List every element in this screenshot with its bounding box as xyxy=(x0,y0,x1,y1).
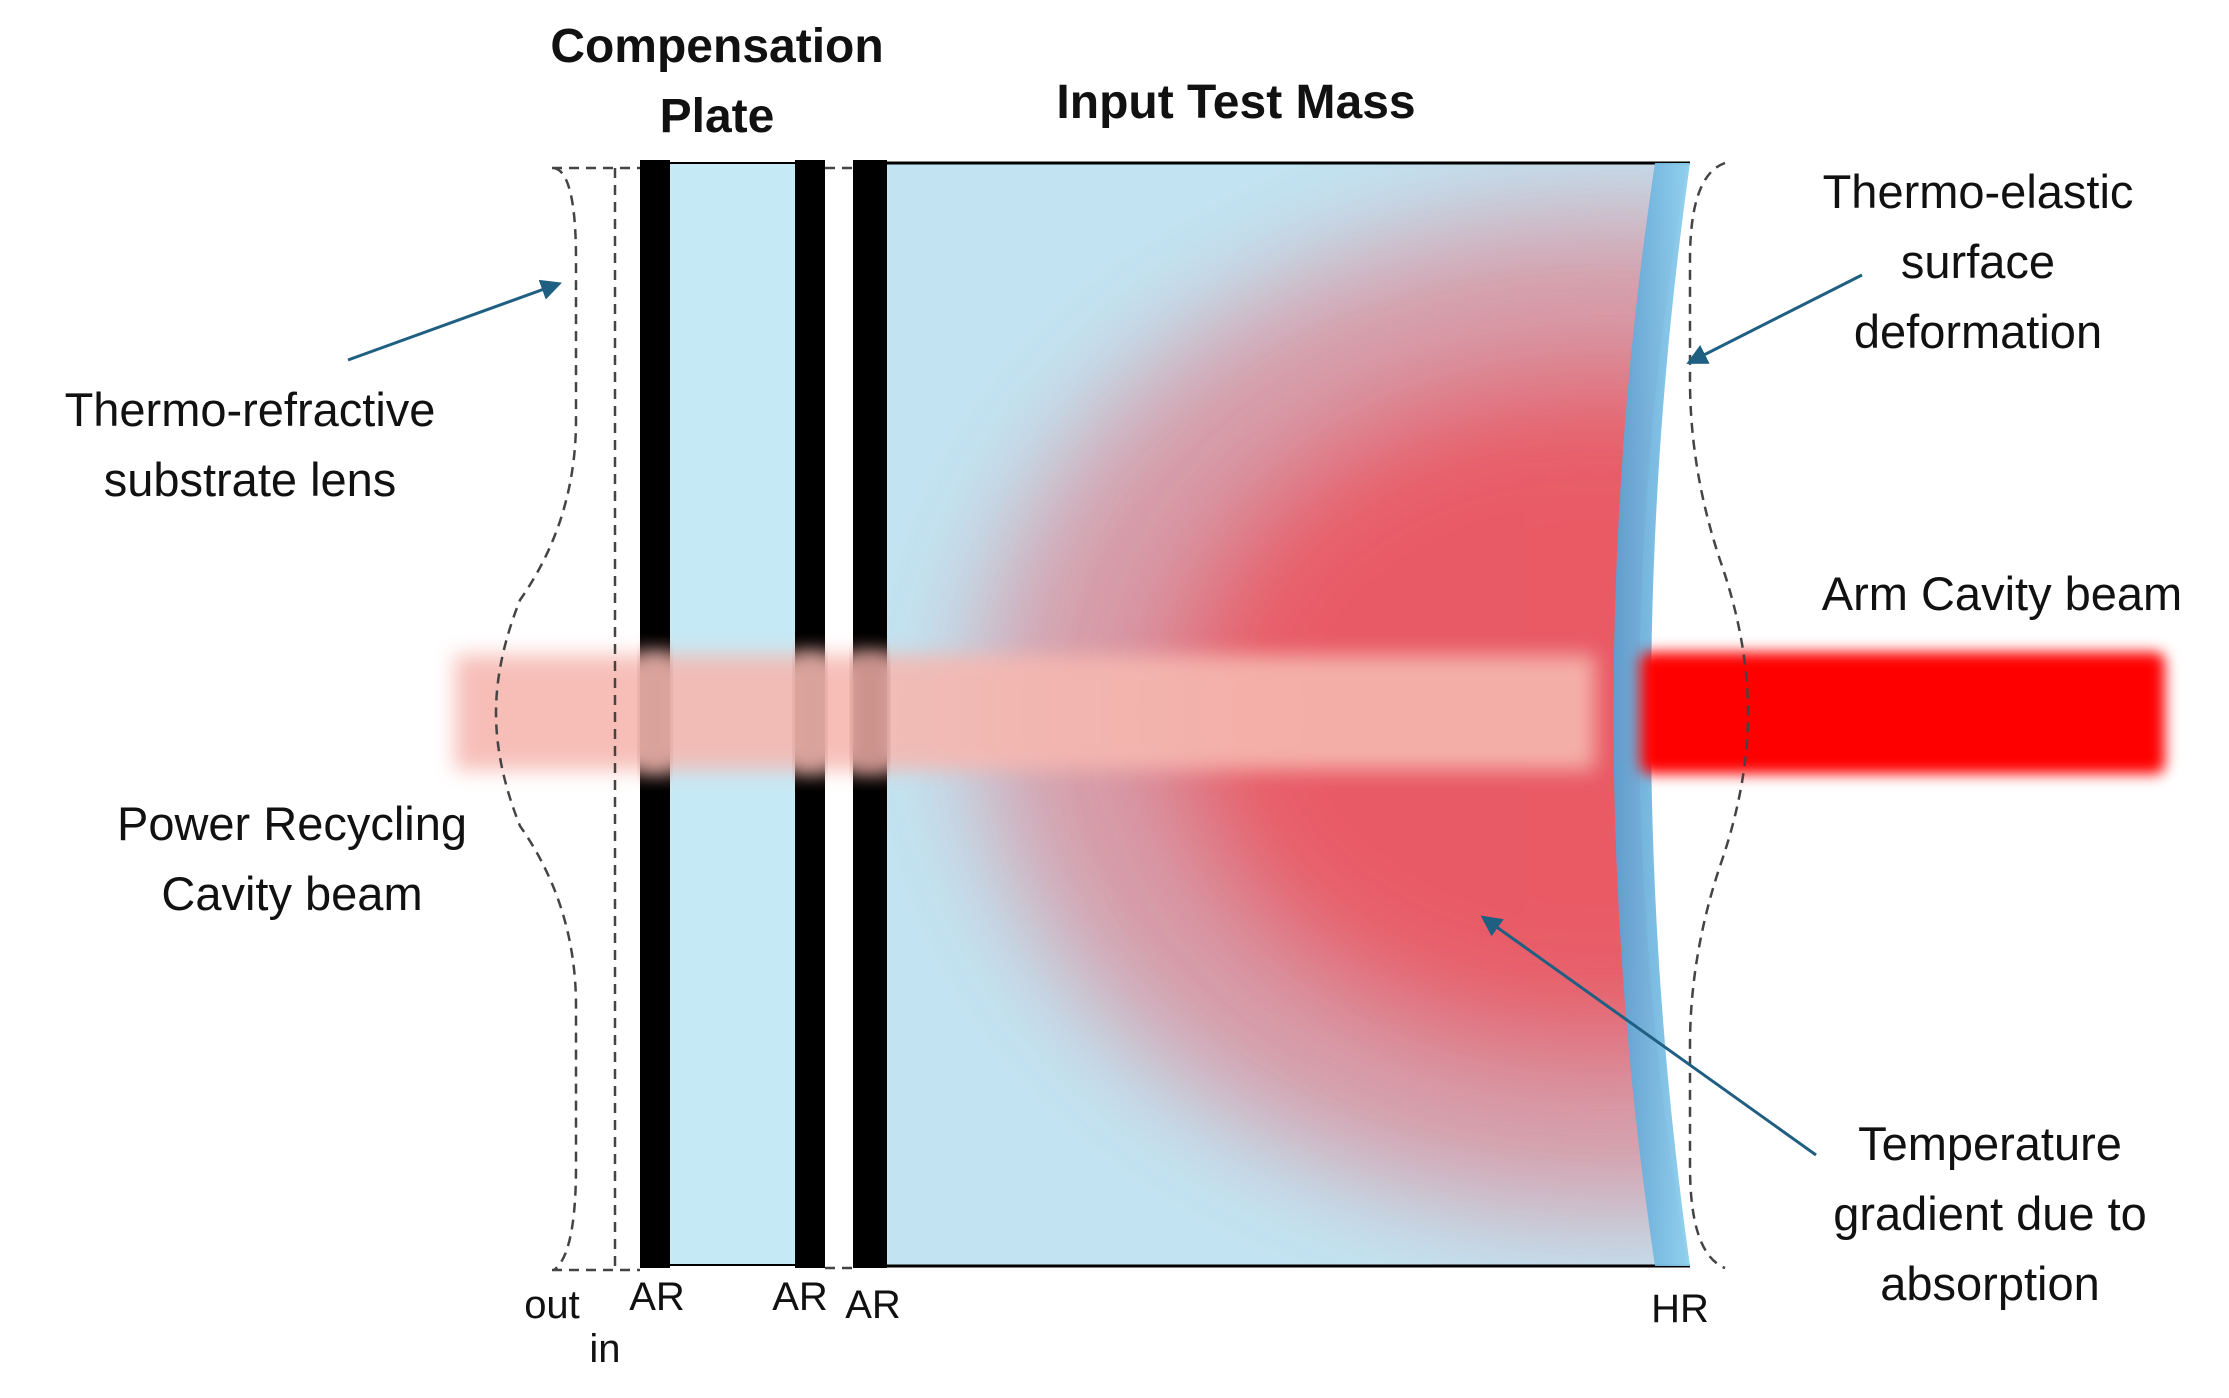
thermo-refractive-arrow xyxy=(347,279,562,362)
compensation-plate-title-line2: Plate xyxy=(660,90,775,143)
prc-beam-label-line1: Power Recycling xyxy=(117,797,467,850)
itm-ar-label: AR xyxy=(845,1283,901,1327)
temperature-gradient-label-line3: absorption xyxy=(1880,1257,2100,1310)
thermo-elastic-label-line2: surface xyxy=(1901,235,2055,288)
prc-beam-through-itm-ar xyxy=(853,655,887,770)
arm-cavity-beam-label: Arm Cavity beam xyxy=(1822,567,2182,620)
thermo-elastic-surface-outline xyxy=(1688,161,1750,1270)
thermo-elastic-label-line1: Thermo-elastic xyxy=(1823,165,2134,218)
thermo-elastic-arrow xyxy=(1686,273,1863,364)
arm-cavity-beam xyxy=(1640,652,2165,774)
itm-hr-coating xyxy=(1613,163,1690,1266)
thermo-refractive-label-line2: substrate lens xyxy=(104,453,397,506)
thermo-refractive-lens-outline-out xyxy=(494,166,578,1272)
temperature-gradient-arrow xyxy=(1480,915,1817,1157)
itm-hr-label: HR xyxy=(1651,1287,1709,1331)
thermo-elastic-label-line3: deformation xyxy=(1854,305,2102,358)
prc-beam-label-line2: Cavity beam xyxy=(161,867,422,920)
input-test-mass-title: Input Test Mass xyxy=(1056,76,1415,129)
compensation-plate-title-line1: Compensation xyxy=(550,20,883,73)
prc-beam-through-cp-left xyxy=(640,655,670,770)
out-surface-label: out xyxy=(524,1283,580,1327)
cp-ar-right-label: AR xyxy=(772,1275,828,1319)
thermo-refractive-label-line1: Thermo-refractive xyxy=(65,383,436,436)
in-surface-label: in xyxy=(589,1327,620,1371)
cp-ar-left-label: AR xyxy=(629,1275,685,1319)
temperature-gradient-label-line2: gradient due to xyxy=(1833,1187,2147,1240)
temperature-gradient-label-line1: Temperature xyxy=(1858,1117,2122,1170)
prc-beam xyxy=(455,655,1595,770)
prc-beam-through-cp-right xyxy=(795,655,825,770)
